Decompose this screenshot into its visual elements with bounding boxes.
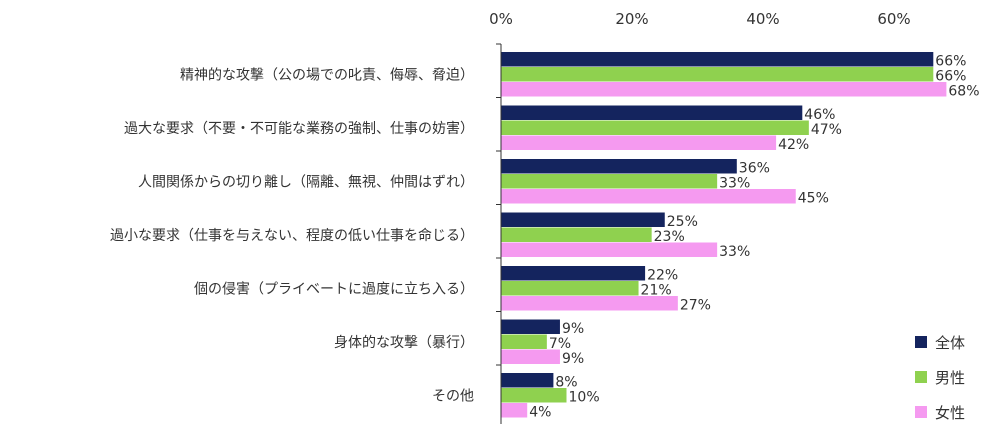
value-label: 27% <box>680 298 711 314</box>
bar-女性 <box>501 349 560 364</box>
bar-全体 <box>501 266 646 281</box>
bar-全体 <box>501 105 803 120</box>
bar-全体 <box>501 373 554 388</box>
bar-女性 <box>501 296 678 311</box>
bar-全体 <box>501 52 934 67</box>
value-label: 68% <box>948 84 979 100</box>
legend-swatch <box>915 371 927 383</box>
legend-swatch <box>915 406 927 418</box>
bar-男性 <box>501 334 547 349</box>
bar-全体 <box>501 319 560 334</box>
bar-女性 <box>501 403 528 418</box>
legend-swatch <box>915 336 927 348</box>
bar-女性 <box>501 189 796 204</box>
value-label: 21% <box>641 283 672 299</box>
value-label: 22% <box>647 268 678 284</box>
value-label: 4% <box>529 405 551 421</box>
bar-女性 <box>501 242 718 257</box>
category-label: 人間関係からの切り離し（隔離、無視、仲間はずれ） <box>138 174 474 191</box>
value-label: 47% <box>811 122 842 138</box>
category-label: その他 <box>432 389 474 405</box>
value-label: 33% <box>719 176 750 192</box>
bar-男性 <box>501 227 652 242</box>
legend-label: 女性 <box>935 404 965 422</box>
bar-全体 <box>501 159 737 174</box>
value-label: 10% <box>569 390 600 406</box>
value-label: 45% <box>798 191 829 207</box>
category-label: 過大な要求（不要・不可能な業務の強制、仕事の妨害） <box>124 121 474 137</box>
bar-女性 <box>501 135 777 150</box>
value-label: 33% <box>719 244 750 260</box>
value-label: 36% <box>739 161 770 177</box>
bar-男性 <box>501 388 567 403</box>
category-labels: 精神的な攻撃（公の場での叱責、侮辱、脅迫） 過大な要求（不要・不可能な業務の強制、… <box>110 43 501 405</box>
value-label: 9% <box>562 351 584 367</box>
legend-label: 全体 <box>935 334 965 352</box>
value-label: 7% <box>549 336 571 352</box>
x-tick-label: 0% <box>489 10 513 28</box>
value-label: 46% <box>804 107 835 123</box>
value-label: 23% <box>654 229 685 245</box>
bar-女性 <box>501 82 947 97</box>
category-label: 個の侵害（プライベートに過度に立ち入る） <box>194 281 474 298</box>
value-label: 8% <box>555 375 577 391</box>
bar-groups <box>501 52 947 418</box>
value-label: 25% <box>667 214 698 230</box>
x-axis-ticks: 0% 20% 40% 60% <box>489 10 911 28</box>
value-label: 9% <box>562 321 584 337</box>
bar-男性 <box>501 281 639 296</box>
value-label: 42% <box>778 137 809 153</box>
legend-label: 男性 <box>935 369 965 387</box>
value-label: 66% <box>935 69 966 85</box>
x-tick-label: 20% <box>615 10 648 28</box>
category-label: 身体的な攻撃（暴行） <box>334 335 474 351</box>
bar-全体 <box>501 212 665 227</box>
x-tick-label: 60% <box>877 10 910 28</box>
value-label: 66% <box>935 54 966 70</box>
value-labels: 66%66%68%46%47%42%36%33%45%25%23%33%22%2… <box>529 54 979 421</box>
bar-男性 <box>501 174 718 189</box>
x-tick-label: 40% <box>746 10 779 28</box>
bar-男性 <box>501 120 809 135</box>
bar-男性 <box>501 67 934 82</box>
category-label: 過小な要求（仕事を与えない、程度の低い仕事を命じる） <box>110 227 474 244</box>
category-label: 精神的な攻撃（公の場での叱責、侮辱、脅迫） <box>180 68 474 84</box>
